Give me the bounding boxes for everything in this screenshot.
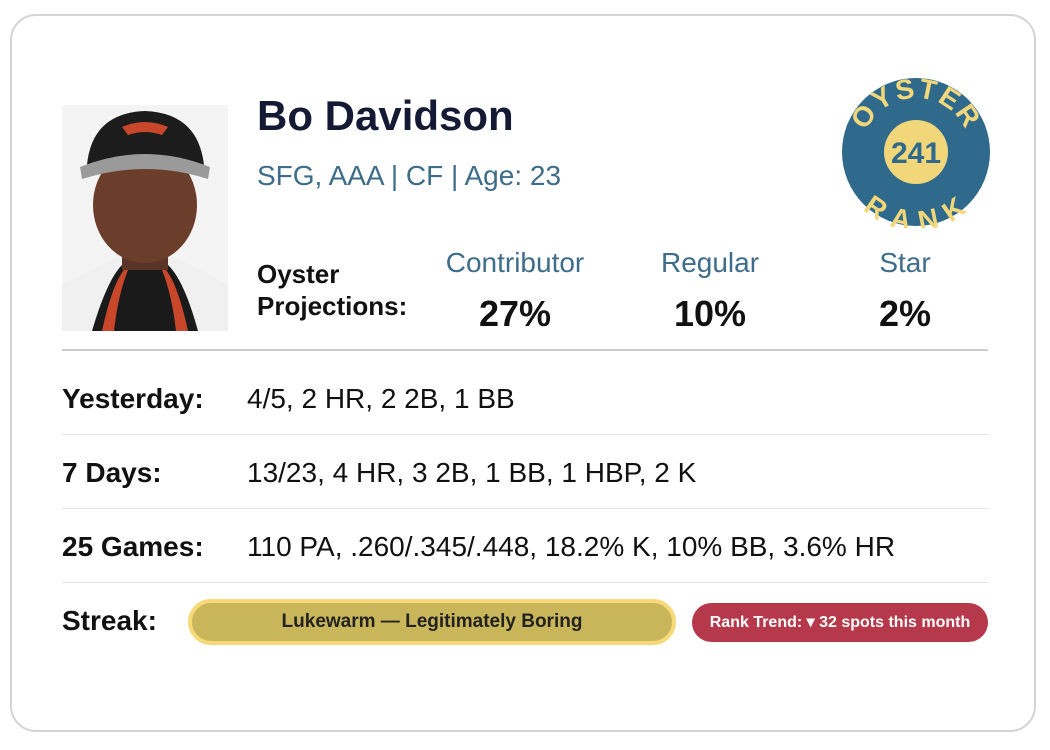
projection-label: Contributor [445,247,585,278]
projection-column: Star 2% [805,247,1005,335]
row-separator [62,508,988,509]
oyster-rank-badge: OYSTER RANK 241 [842,76,990,228]
stat-label: Yesterday: [62,383,204,414]
stat-value: 110 PA, .260/.345/.448, 18.2% K, 10% BB,… [247,531,896,562]
projection-column: Contributor 27% [415,247,615,335]
projection-label: Star [879,247,931,278]
stat-label: 7 Days: [62,457,162,488]
streak-label: Streak: [62,605,157,636]
row-separator [62,582,988,583]
projection-label: Regular [660,247,760,278]
divider [62,349,988,351]
projection-value: 10% [673,293,747,334]
projections-label: Oyster Projections: [257,259,408,321]
stat-label: 25 Games: [62,531,204,562]
row-separator [62,434,988,435]
rank-trend-pill: Rank Trend: ▾ 32 spots this month [692,603,988,642]
player-name: Bo Davidson [257,92,514,139]
projection-value: 27% [478,293,552,334]
stat-value: 4/5, 2 HR, 2 2B, 1 BB [247,383,515,414]
badge-rank: 241 [891,137,941,170]
projection-column: Regular 10% [610,247,810,335]
player-info: SFG, AAA | CF | Age: 23 [257,160,562,191]
projection-value: 2% [878,293,932,334]
player-card [10,14,1036,732]
streak-pill: Lukewarm — Legitimately Boring [188,599,676,645]
player-photo [62,105,228,331]
stat-value: 13/23, 4 HR, 3 2B, 1 BB, 1 HBP, 2 K [247,457,697,488]
